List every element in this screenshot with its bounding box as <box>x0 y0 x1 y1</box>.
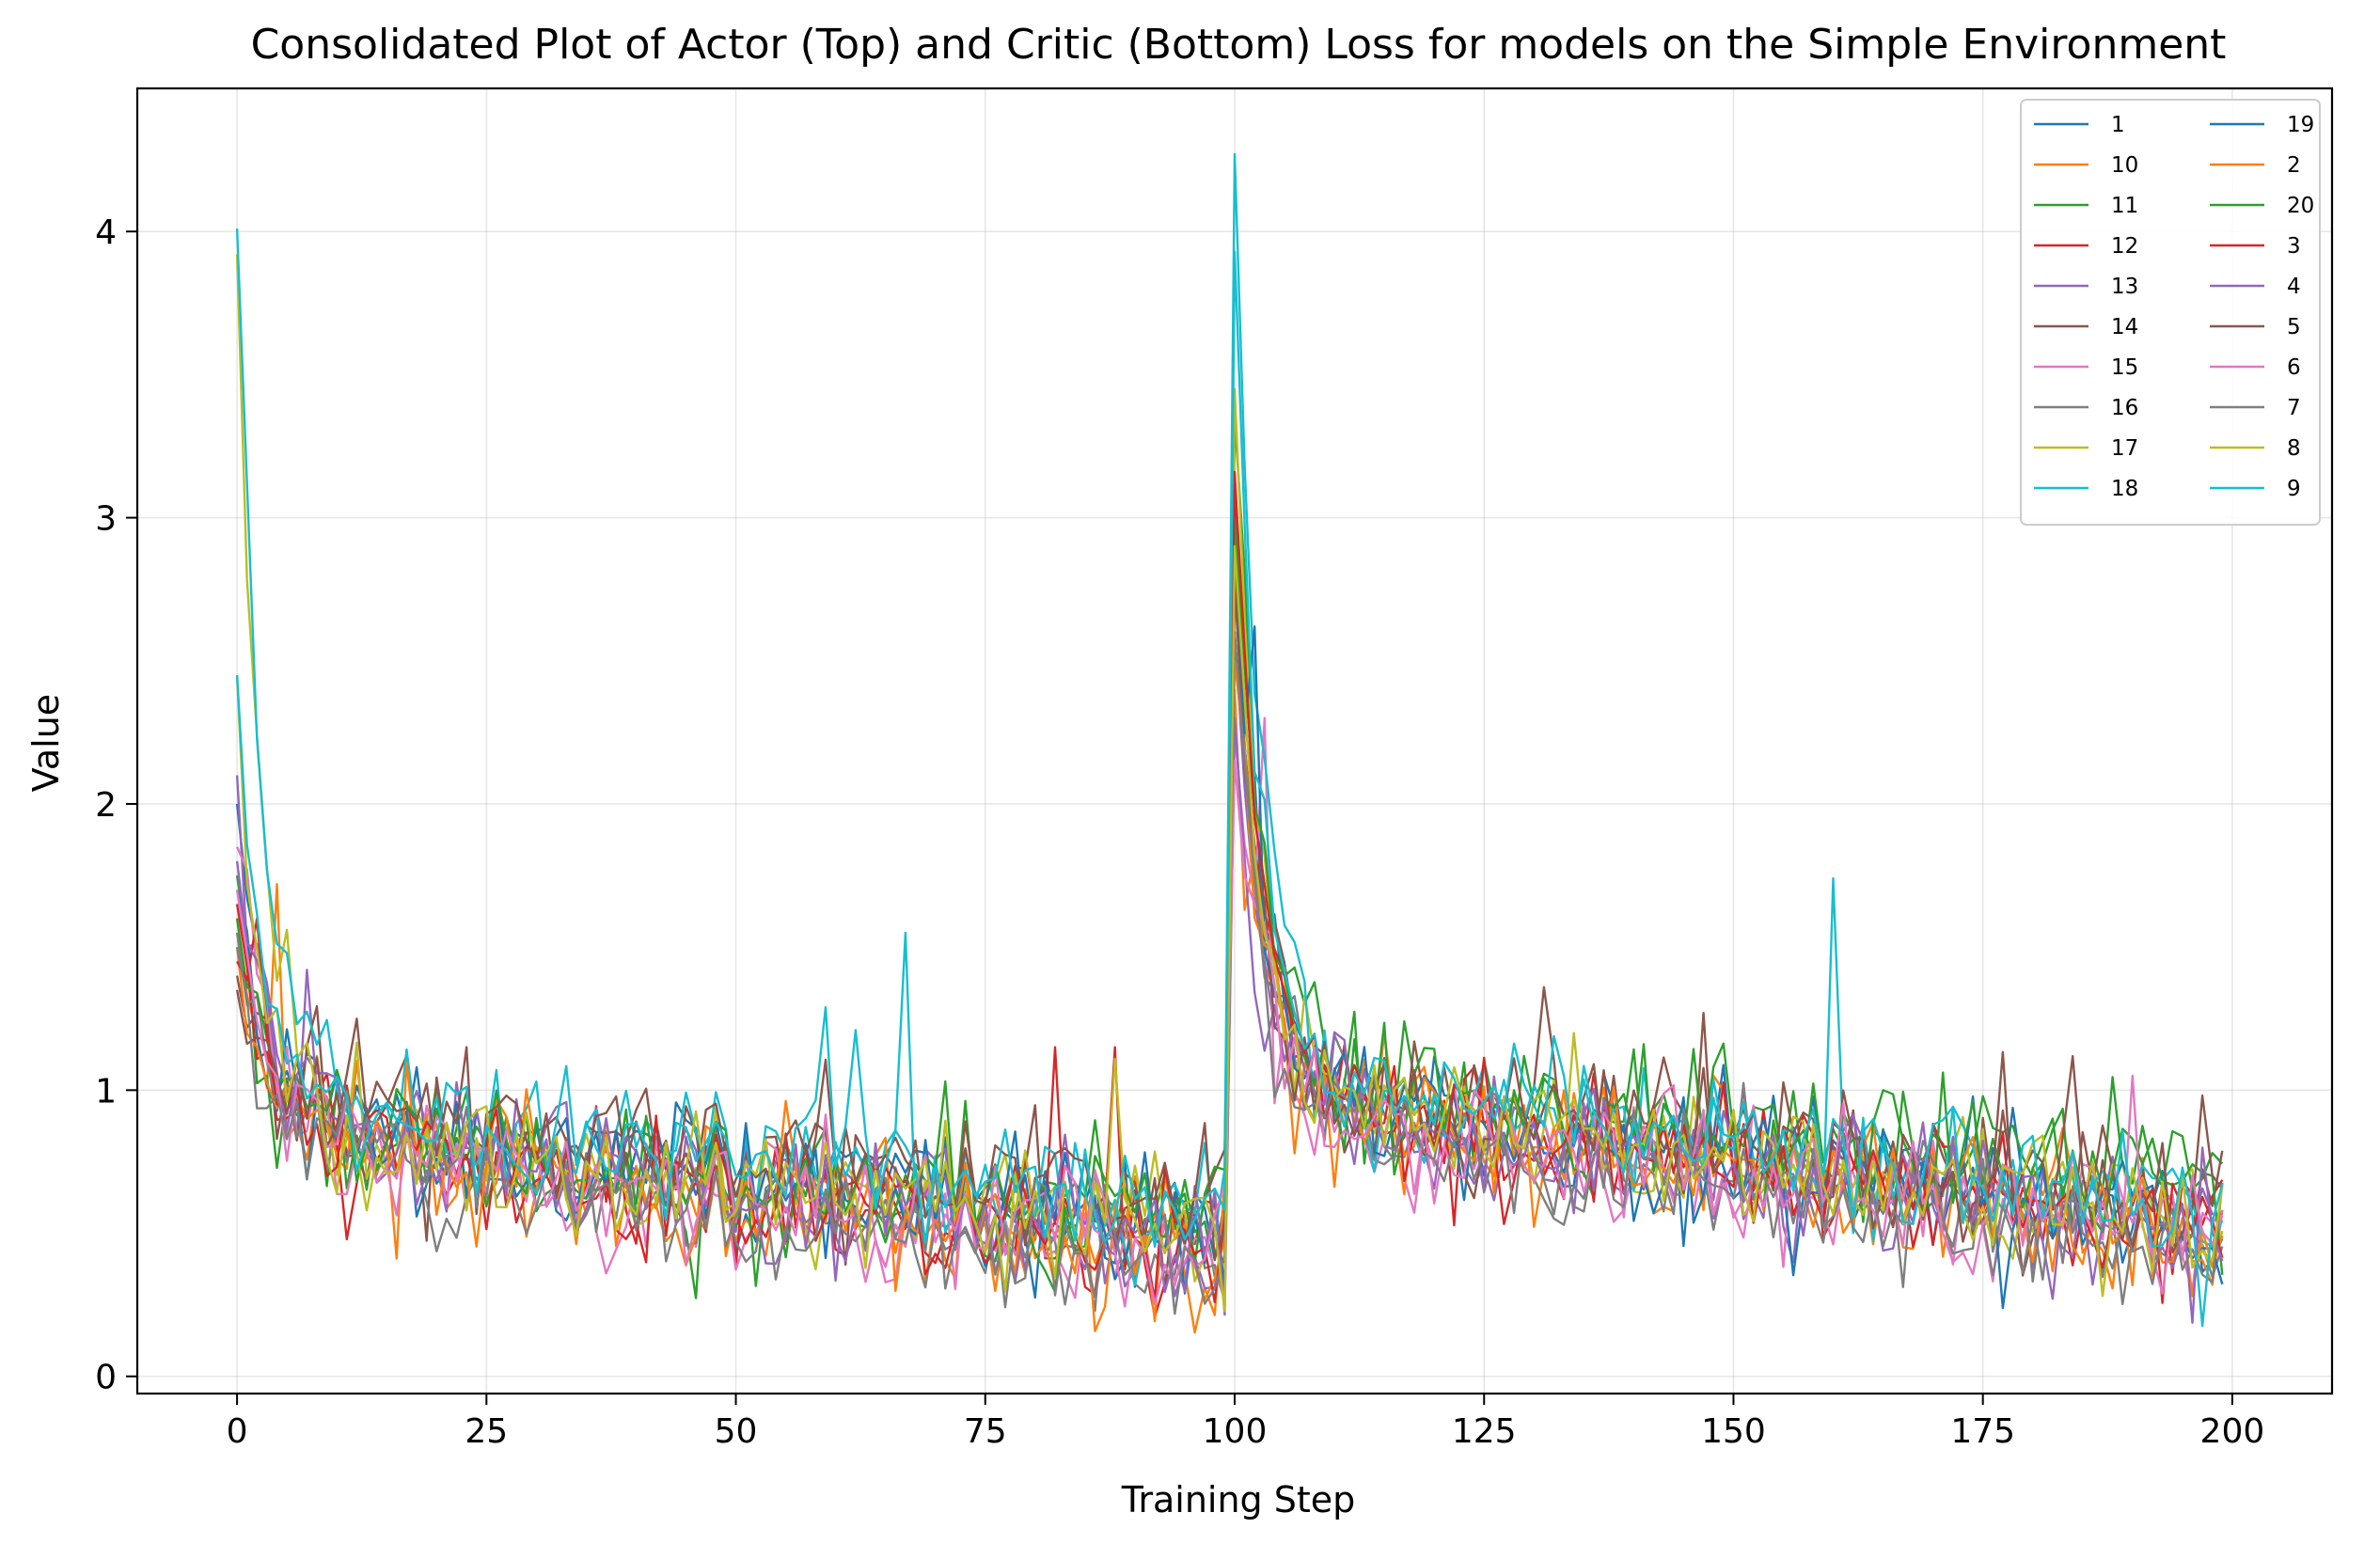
legend-entry: 10 <box>2034 153 2138 178</box>
y-tick-label: 1 <box>95 1072 117 1111</box>
legend: 1 10 11 12 13 14 15 16 17 18 19 2 20 3 4 5 6 7 8 9 <box>2020 99 2321 526</box>
legend-entry: 13 <box>2034 275 2138 299</box>
legend-entry: 5 <box>2210 315 2301 339</box>
legend-label: 8 <box>2287 436 2301 461</box>
legend-label: 10 <box>2111 153 2138 178</box>
legend-label: 3 <box>2287 234 2301 259</box>
legend-label: 14 <box>2111 315 2138 339</box>
legend-label: 17 <box>2111 436 2138 461</box>
legend-label: 1 <box>2111 113 2125 137</box>
legend-entry: 3 <box>2210 234 2301 259</box>
legend-label: 4 <box>2287 275 2301 299</box>
legend-entry: 7 <box>2210 396 2301 420</box>
legend-label: 6 <box>2287 355 2301 380</box>
x-tick-label: 125 <box>1452 1412 1517 1451</box>
legend-entry: 17 <box>2034 436 2138 461</box>
legend-entry: 18 <box>2034 477 2138 501</box>
legend-label: 16 <box>2111 396 2138 420</box>
legend-entry: 4 <box>2210 275 2301 299</box>
x-tick-label: 0 <box>227 1412 248 1451</box>
legend-label: 19 <box>2287 113 2314 137</box>
legend-entry: 14 <box>2034 315 2138 339</box>
legend-label: 15 <box>2111 355 2138 380</box>
x-axis-label: Training Step <box>1121 1479 1356 1520</box>
legend-entry: 2 <box>2210 153 2301 178</box>
legend-entry: 20 <box>2210 194 2314 218</box>
legend-label: 7 <box>2287 396 2301 420</box>
chart-title: Consolidated Plot of Actor (Top) and Cri… <box>251 21 2227 69</box>
x-tick-label: 150 <box>1701 1412 1766 1451</box>
x-tick-label: 175 <box>1950 1412 2015 1451</box>
legend-label: 12 <box>2111 234 2138 259</box>
legend-label: 2 <box>2287 153 2301 178</box>
x-tick-label: 200 <box>2200 1412 2265 1451</box>
legend-label: 13 <box>2111 275 2138 299</box>
legend-entry: 12 <box>2034 234 2138 259</box>
legend-label: 5 <box>2287 315 2301 339</box>
x-tick-label: 25 <box>465 1412 508 1451</box>
legend-label: 20 <box>2287 194 2314 218</box>
legend-entry: 1 <box>2034 113 2125 137</box>
y-tick-label: 3 <box>95 500 117 539</box>
x-tick-label: 50 <box>715 1412 758 1451</box>
y-tick-label: 0 <box>95 1359 117 1397</box>
y-axis-label: Value <box>25 694 67 792</box>
series-group <box>235 152 2224 1334</box>
legend-entry: 15 <box>2034 355 2138 380</box>
legend-label: 11 <box>2111 194 2138 218</box>
series-line-8 <box>235 544 2224 1313</box>
y-axis: 0 1 2 3 4 <box>95 213 137 1397</box>
legend-label: 18 <box>2111 477 2138 501</box>
x-tick-label: 75 <box>964 1412 1007 1451</box>
y-tick-label: 4 <box>95 213 117 252</box>
legend-entry: 16 <box>2034 396 2138 420</box>
y-tick-label: 2 <box>95 786 117 825</box>
legend-entry: 19 <box>2210 113 2314 137</box>
legend-label: 9 <box>2287 477 2301 501</box>
series-line-9 <box>235 250 2224 1328</box>
legend-entry: 8 <box>2210 436 2301 461</box>
x-axis: 0 25 50 75 100 125 150 175 200 <box>227 1394 2265 1451</box>
x-tick-label: 100 <box>1203 1412 1268 1451</box>
legend-entry: 11 <box>2034 194 2138 218</box>
legend-entry: 9 <box>2210 477 2301 501</box>
legend-entry: 6 <box>2210 355 2301 380</box>
